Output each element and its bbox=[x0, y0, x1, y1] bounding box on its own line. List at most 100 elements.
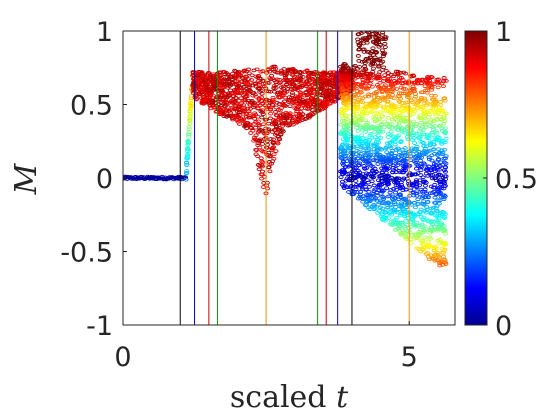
data-point bbox=[330, 81, 337, 86]
data-point bbox=[381, 195, 387, 200]
data-point bbox=[405, 80, 411, 85]
data-point bbox=[367, 103, 373, 107]
data-point bbox=[354, 136, 360, 140]
data-point bbox=[385, 122, 391, 126]
data-point bbox=[375, 202, 381, 207]
data-point bbox=[381, 79, 387, 83]
data-point bbox=[413, 178, 419, 182]
data-point bbox=[182, 175, 189, 180]
data-point bbox=[361, 166, 367, 171]
data-point bbox=[307, 82, 313, 87]
data-point bbox=[391, 187, 397, 191]
data-point bbox=[282, 73, 288, 78]
data-point bbox=[421, 245, 427, 250]
data-point bbox=[429, 153, 435, 158]
data-point bbox=[271, 152, 277, 157]
data-point bbox=[421, 141, 427, 145]
data-point bbox=[343, 102, 349, 107]
data-point bbox=[306, 92, 312, 97]
data-point bbox=[418, 231, 424, 236]
data-point bbox=[380, 210, 386, 214]
data-point bbox=[221, 83, 228, 88]
data-point bbox=[442, 119, 448, 123]
data-point bbox=[403, 232, 409, 236]
data-point bbox=[361, 68, 367, 73]
data-point bbox=[429, 107, 436, 111]
data-point bbox=[411, 86, 417, 91]
data-point bbox=[373, 105, 379, 110]
data-point bbox=[420, 150, 426, 155]
data-point bbox=[376, 188, 382, 193]
data-point bbox=[248, 126, 254, 130]
data-point bbox=[399, 210, 405, 215]
data-point bbox=[405, 129, 411, 133]
data-point bbox=[226, 91, 232, 96]
data-points bbox=[123, 31, 449, 268]
data-point bbox=[381, 125, 387, 130]
data-point bbox=[297, 74, 303, 78]
data-point bbox=[350, 68, 356, 73]
data-point bbox=[390, 148, 396, 153]
data-point bbox=[320, 74, 326, 79]
data-point bbox=[309, 83, 315, 87]
data-point bbox=[362, 203, 368, 207]
data-point bbox=[435, 85, 441, 90]
y-axis-label: M bbox=[9, 162, 44, 195]
data-point bbox=[382, 181, 388, 185]
data-point bbox=[205, 91, 211, 96]
x-tick-label: 5 bbox=[401, 342, 418, 373]
data-point bbox=[413, 182, 420, 187]
data-point bbox=[339, 69, 345, 74]
data-point bbox=[377, 42, 383, 47]
data-point bbox=[304, 69, 310, 74]
data-point bbox=[352, 172, 358, 177]
data-point bbox=[412, 224, 419, 229]
data-point bbox=[441, 160, 448, 165]
data-point bbox=[247, 103, 253, 107]
data-point bbox=[380, 129, 386, 134]
data-point bbox=[184, 169, 190, 173]
data-point bbox=[400, 147, 406, 152]
data-point bbox=[420, 217, 426, 222]
data-point bbox=[199, 70, 205, 74]
data-point bbox=[188, 105, 194, 110]
data-point bbox=[384, 174, 390, 179]
data-point bbox=[244, 74, 250, 79]
data-point bbox=[412, 92, 418, 96]
data-point bbox=[256, 122, 262, 127]
data-point bbox=[338, 147, 345, 152]
data-point bbox=[412, 232, 418, 237]
data-point bbox=[255, 106, 261, 110]
data-point bbox=[398, 220, 404, 225]
data-point bbox=[427, 236, 434, 241]
data-point bbox=[286, 95, 292, 99]
data-point bbox=[273, 105, 279, 110]
data-point bbox=[425, 219, 431, 224]
data-point bbox=[392, 72, 398, 77]
data-point bbox=[221, 114, 227, 119]
data-point bbox=[345, 177, 352, 182]
data-point bbox=[284, 82, 290, 87]
data-point bbox=[356, 154, 362, 158]
data-point bbox=[281, 116, 287, 121]
data-point bbox=[377, 136, 384, 140]
data-point bbox=[362, 155, 368, 160]
data-point bbox=[365, 180, 371, 185]
data-point bbox=[442, 231, 448, 236]
data-point bbox=[280, 103, 286, 108]
data-point bbox=[289, 72, 295, 77]
data-point bbox=[242, 80, 248, 84]
data-point bbox=[186, 125, 192, 129]
data-point bbox=[402, 103, 408, 108]
data-point bbox=[344, 185, 350, 190]
data-point bbox=[257, 80, 263, 85]
data-point bbox=[407, 163, 413, 168]
data-point bbox=[401, 70, 407, 75]
data-point bbox=[220, 85, 227, 90]
data-point bbox=[225, 72, 231, 77]
data-point bbox=[395, 108, 401, 113]
data-point bbox=[393, 177, 400, 181]
data-point bbox=[427, 124, 434, 129]
data-point bbox=[375, 146, 381, 150]
